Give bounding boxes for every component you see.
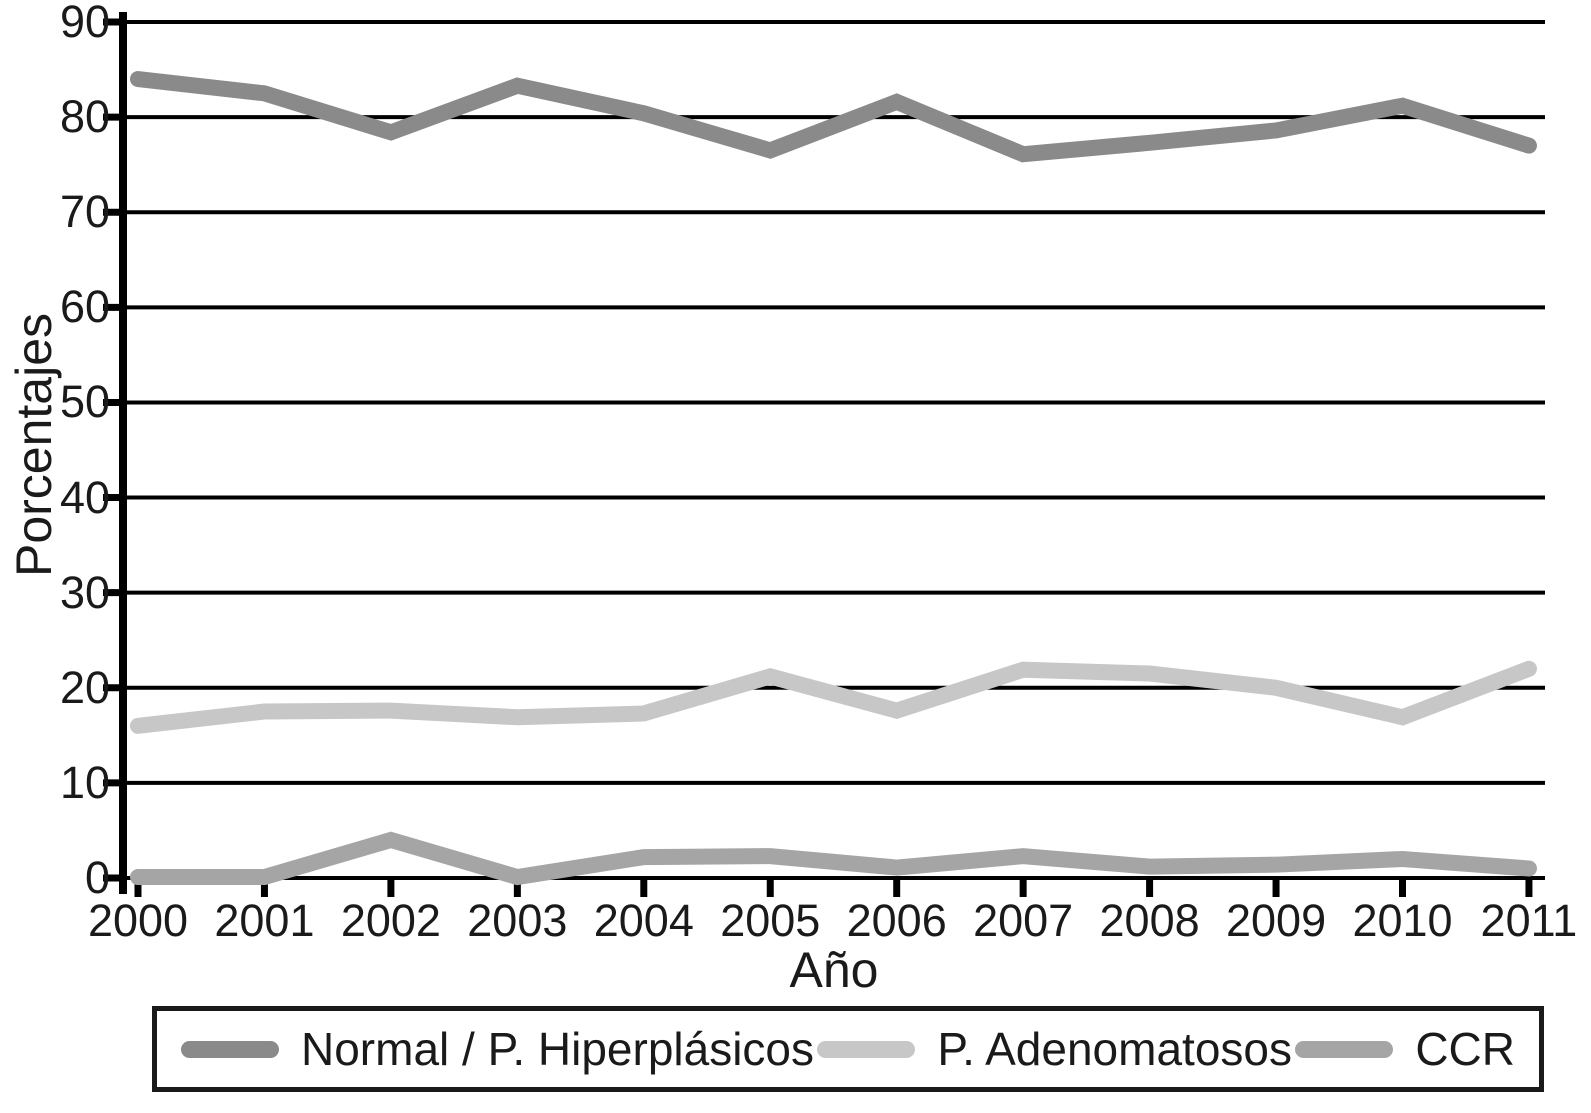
legend-label: P. Adenomatosos — [937, 1023, 1292, 1075]
legend-label: Normal / P. Hiperplásicos — [301, 1023, 815, 1075]
x-tick-label: 2002 — [340, 895, 441, 946]
legend-item: P. Adenomatosos — [817, 1022, 1292, 1076]
x-tick-label: 2003 — [467, 895, 568, 946]
y-tick-label: 20 — [59, 661, 110, 713]
x-tick-label: 2010 — [1352, 895, 1453, 946]
x-tick-label: 2007 — [973, 895, 1074, 946]
series-line — [130, 660, 1537, 734]
y-tick-label: 50 — [59, 376, 110, 428]
y-tick-label: 10 — [59, 756, 110, 808]
legend-line-swatch — [181, 1040, 279, 1058]
y-tick-label: 70 — [59, 186, 110, 238]
legend-line-swatch — [1295, 1040, 1394, 1058]
legend-label: CCR — [1415, 1023, 1515, 1075]
y-tick-label: 40 — [59, 471, 110, 523]
x-axis-title: Año — [789, 942, 879, 998]
x-tick-label: 2005 — [720, 895, 821, 946]
x-tick-label: 2008 — [1099, 895, 1200, 946]
legend-item: CCR — [1295, 1022, 1515, 1076]
y-tick-label: 80 — [59, 91, 110, 143]
x-tick-label: 2000 — [87, 895, 189, 946]
y-tick-label: 60 — [59, 281, 110, 333]
y-tick-label: 0 — [84, 852, 110, 903]
legend-item: Normal / P. Hiperplásicos — [181, 1022, 814, 1076]
legend-line-swatch — [817, 1040, 916, 1058]
x-tick-label: 2011 — [1480, 895, 1578, 946]
series-line — [130, 71, 1537, 163]
series-line — [130, 831, 1537, 886]
x-tick-label: 2006 — [846, 895, 947, 946]
y-axis-title: Porcentajes — [6, 312, 62, 578]
x-tick-label: 2004 — [593, 895, 694, 946]
legend: Normal / P. Hiperplásicos P. Adenomatosos… — [152, 1006, 1544, 1092]
y-tick-label: 90 — [59, 0, 110, 48]
x-tick-label: 2009 — [1225, 895, 1327, 946]
y-tick-label: 30 — [59, 566, 110, 618]
x-tick-label: 2001 — [214, 895, 315, 946]
